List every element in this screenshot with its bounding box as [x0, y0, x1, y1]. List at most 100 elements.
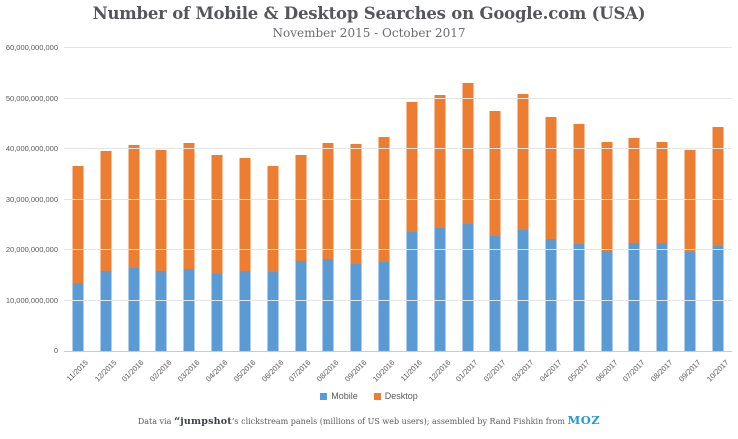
bar-group-04-2016	[203, 48, 231, 351]
bar-stack	[350, 48, 362, 351]
bar-group-11-2015	[64, 48, 92, 351]
bar-segment-mobile	[239, 271, 251, 351]
bar-segment-mobile	[183, 268, 195, 351]
x-tick-label: 08/2017	[649, 358, 675, 384]
bar-group-06-2017	[593, 48, 621, 351]
bar-segment-desktop	[267, 165, 279, 273]
x-tick-label: 05/2017	[565, 358, 592, 384]
y-tick-label: 20,000,000,000	[5, 245, 58, 254]
bar-stack	[239, 48, 251, 351]
chart-subtitle: November 2015 - October 2017	[272, 26, 466, 40]
bar-stack	[462, 48, 473, 351]
bar-group-05-2017	[565, 48, 593, 351]
bar-group-11-2016	[398, 48, 426, 351]
bar-segment-mobile	[211, 273, 223, 351]
bar-segment-desktop	[211, 154, 223, 274]
bar-segment-desktop	[656, 141, 668, 243]
bar-segment-desktop	[72, 166, 84, 284]
bar-group-10-2016	[370, 48, 398, 351]
legend-label: Mobile	[331, 391, 358, 401]
y-axis-labels: 0 10,000,000,000 20,000,000,000 30,000,000,…	[0, 44, 58, 355]
bar-segment-mobile	[656, 242, 668, 351]
x-tick-label: 02/2017	[482, 358, 508, 384]
bar-segment-mobile	[517, 229, 529, 351]
bar-group-03-2017	[509, 48, 537, 351]
bar-segment-mobile	[322, 258, 334, 351]
bar-stack	[211, 48, 223, 351]
bar-segment-desktop	[100, 150, 112, 272]
bar-segment-mobile	[712, 245, 724, 351]
bar-stack	[545, 48, 557, 351]
bar-group-09-2017	[676, 48, 704, 351]
bar-stack	[656, 48, 668, 351]
moz-logo: MOZ	[567, 413, 601, 427]
bar-stack	[295, 48, 307, 351]
bar-group-03-2016	[175, 48, 203, 351]
jumpshot-logo-mark-icon: “	[173, 415, 181, 428]
bar-stack	[267, 48, 279, 351]
bar-segment-desktop	[350, 144, 362, 265]
gridline	[64, 47, 732, 48]
bar-segment-mobile	[267, 272, 279, 351]
gridline	[64, 299, 732, 301]
legend-item-desktop: Desktop	[373, 391, 418, 401]
x-tick-label: 01/2016	[120, 358, 146, 384]
bar-stack	[155, 48, 167, 351]
x-tick-label: 02/2016	[148, 358, 174, 384]
y-tick-label: 60,000,000,000	[5, 43, 58, 52]
bar-stack	[322, 48, 334, 351]
y-tick-label: 50,000,000,000	[5, 93, 58, 103]
x-tick-label: 03/2017	[510, 358, 536, 384]
x-tick-label: 08/2016	[315, 358, 341, 384]
bar-segment-mobile	[545, 238, 557, 351]
bar-stack	[100, 48, 112, 351]
gridline	[64, 148, 732, 149]
x-tick-label: 05/2016	[231, 358, 258, 384]
x-tick-label: 12/2015	[92, 358, 119, 384]
bar-stack	[601, 48, 613, 351]
bar-segment-desktop	[628, 138, 640, 244]
bar-group-09-2016	[342, 48, 370, 351]
x-axis-labels: 11/2015 12/2015 01/2016 02/2016 03/2016 04/20…	[64, 351, 732, 395]
x-tick-label: 09/2016	[343, 358, 369, 384]
bar-group-08-2017	[648, 48, 676, 351]
footer-middle: ’s clickstream panels (millions of US we…	[231, 417, 565, 426]
bar-segment-desktop	[601, 142, 613, 252]
bar-segment-mobile	[155, 270, 167, 351]
x-tick-label: 04/2016	[203, 358, 230, 384]
bar-group-04-2017	[537, 48, 565, 351]
bar-segment-desktop	[322, 142, 334, 259]
legend: Mobile Desktop	[0, 391, 738, 401]
bar-segment-mobile	[378, 261, 390, 351]
bar-segment-mobile	[489, 235, 501, 351]
legend-swatch-icon	[373, 392, 381, 400]
bars	[64, 48, 732, 351]
bar-stack	[628, 48, 640, 351]
plot-area	[64, 47, 732, 352]
bar-group-12-2015	[92, 48, 120, 351]
bar-segment-mobile	[100, 271, 112, 351]
bar-segment-desktop	[183, 142, 195, 269]
x-tick-label: 06/2016	[259, 358, 286, 384]
x-tick-label: 06/2017	[593, 358, 620, 384]
bar-segment-desktop	[517, 93, 529, 230]
bar-stack	[684, 48, 696, 351]
x-tick-label: 11/2016	[399, 358, 425, 384]
bar-segment-mobile	[434, 227, 446, 351]
bar-segment-mobile	[684, 252, 696, 351]
bar-segment-desktop	[406, 102, 418, 233]
bar-segment-desktop	[573, 123, 585, 245]
footer-prefix: Data via	[137, 417, 172, 426]
bar-segment-mobile	[573, 244, 585, 351]
bar-segment-desktop	[684, 150, 696, 253]
bar-group-02-2017	[481, 48, 509, 351]
bar-segment-desktop	[545, 116, 557, 239]
x-tick-label: 07/2017	[621, 358, 647, 384]
bar-stack	[406, 48, 418, 351]
bar-segment-mobile	[406, 232, 418, 351]
x-tick-label: 09/2017	[677, 358, 703, 384]
bar-stack	[434, 48, 446, 351]
bar-stack	[517, 48, 529, 351]
bar-segment-mobile	[628, 243, 640, 351]
